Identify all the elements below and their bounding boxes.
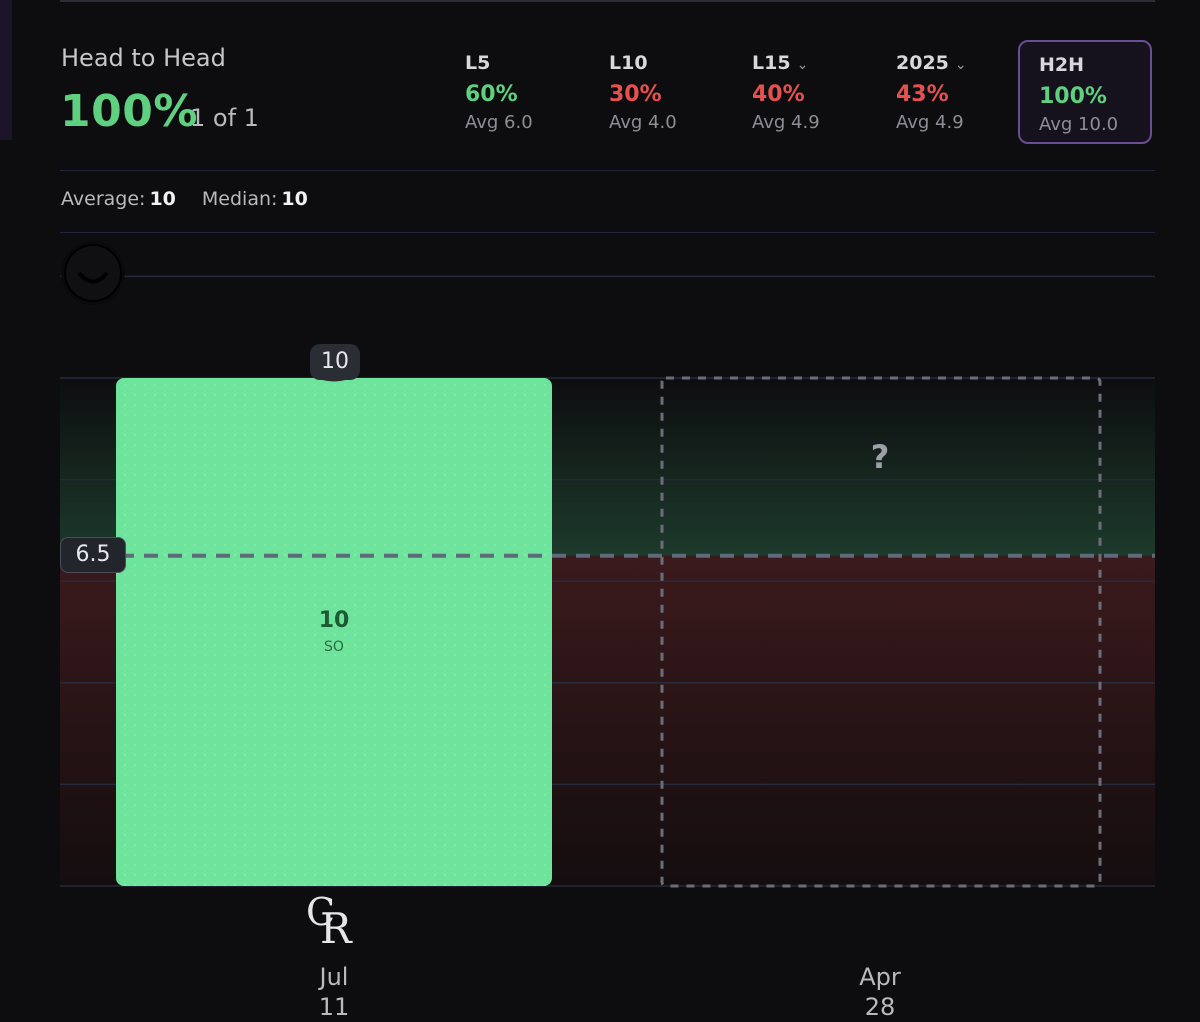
filter-tab-l10[interactable]: L10 30% Avg 4.0 <box>609 40 709 144</box>
median-value: 10 <box>281 188 308 210</box>
smiley-face-icon <box>61 241 125 305</box>
bar-inner-value: 10 <box>318 608 350 633</box>
filter-label: L15 ⌄ <box>752 52 809 74</box>
average-value: 10 <box>149 188 176 210</box>
summary-stats: Average: 10 Median: 10 <box>61 188 308 210</box>
filter-average: Avg 6.0 <box>465 112 533 133</box>
filter-average: Avg 4.9 <box>896 112 964 133</box>
date-month: Apr <box>859 963 901 991</box>
hit-rate-header: Head to Head 100% 1 of 1 L5 60% Avg 6.0 … <box>60 40 1155 150</box>
filter-label: H2H <box>1039 54 1085 76</box>
chevron-down-icon[interactable]: ⌄ <box>954 57 967 73</box>
hit-record: 1 of 1 <box>190 104 259 132</box>
chevron-down-icon[interactable]: ⌄ <box>796 57 809 73</box>
filter-tab-l5[interactable]: L5 60% Avg 6.0 <box>465 40 565 144</box>
left-edge-panel <box>0 0 12 140</box>
stats-divider <box>60 232 1155 233</box>
chart-canvas <box>60 275 1155 888</box>
filter-percentage: 43% <box>896 82 949 107</box>
bar-game-2-placeholder[interactable] <box>660 376 1102 888</box>
bar-unit-label: SO <box>324 639 344 655</box>
header-divider <box>60 170 1155 171</box>
filter-percentage: 60% <box>465 82 518 107</box>
filter-percentage: 100% <box>1039 84 1107 109</box>
filter-average: Avg 4.9 <box>752 112 820 133</box>
filter-label: L5 <box>465 52 491 74</box>
upcoming-game-placeholder: ? <box>870 438 890 476</box>
game-date-1: Jul 11 <box>294 962 374 1022</box>
filter-label: 2025 ⌄ <box>896 52 967 74</box>
game-date-2: Apr 28 <box>840 962 920 1022</box>
filter-percentage: 40% <box>752 82 805 107</box>
filter-average: Avg 10.0 <box>1039 114 1119 135</box>
filter-average: Avg 4.0 <box>609 112 677 133</box>
filter-label: L10 <box>609 52 648 74</box>
filter-tab-h2h[interactable]: H2H 100% Avg 10.0 <box>1018 40 1152 144</box>
bar-texture <box>116 378 552 886</box>
date-month: Jul <box>319 963 349 991</box>
filter-tab-2025[interactable]: 2025 ⌄ 43% Avg 4.9 <box>896 40 1006 144</box>
top-divider <box>60 0 1155 2</box>
average-label: Average: <box>61 188 146 210</box>
median-label: Median: <box>201 188 278 210</box>
filter-tab-l15[interactable]: L15 ⌄ 40% Avg 4.9 <box>752 40 862 144</box>
bar-value-badge: 10 <box>310 344 360 380</box>
filter-percentage: 30% <box>609 82 662 107</box>
date-day: 11 <box>318 993 350 1021</box>
prop-line-label: 6.5 <box>60 537 126 573</box>
hit-rate-percentage: 100% <box>60 86 198 137</box>
date-day: 28 <box>864 993 896 1021</box>
section-title: Head to Head <box>61 44 226 72</box>
